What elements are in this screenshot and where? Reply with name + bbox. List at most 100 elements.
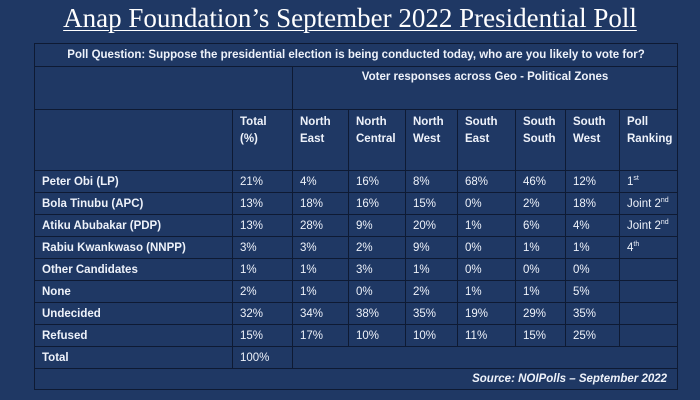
source-row: Source: NOIPolls – September 2022 <box>33 368 679 390</box>
poll-question-row: Poll Question: Suppose the presidential … <box>33 43 679 67</box>
row-label: Rabiu Kwankwaso (NNPP) <box>34 236 233 259</box>
row-label: Undecided <box>34 302 233 325</box>
table-row: Other Candidates 1% 1% 3% 1% 0% 0% 0% <box>34 258 679 281</box>
cell-north-east: 34% <box>292 302 349 325</box>
cell-north-west: 15% <box>405 192 458 215</box>
cell-south-east: 0% <box>457 192 516 215</box>
cell-south-south: 15% <box>515 324 566 347</box>
cell-north-west: 2% <box>405 280 458 303</box>
cell-north-east: 4% <box>292 170 349 193</box>
cell-south-west: 0% <box>565 258 620 281</box>
row-label: Atiku Abubakar (PDP) <box>34 214 233 237</box>
table-row: None 2% 1% 0% 2% 1% 1% 5% <box>34 280 679 303</box>
cell-north-west: 9% <box>405 236 458 259</box>
cell-north-west: 35% <box>405 302 458 325</box>
row-label: Other Candidates <box>34 258 233 281</box>
cell-north-west: 1% <box>405 258 458 281</box>
cell-north-east: 17% <box>292 324 349 347</box>
cell-south-south: 1% <box>515 236 566 259</box>
cell-ranking: 1st <box>618 170 679 193</box>
cell-south-west: 35% <box>565 302 620 325</box>
cell-north-central: 16% <box>348 170 406 193</box>
cell-south-west: 4% <box>565 214 620 237</box>
cell-south-south: 46% <box>515 170 566 193</box>
cell-north-central: 38% <box>348 302 406 325</box>
cell-south-west: 25% <box>565 324 620 347</box>
cell-total: 13% <box>232 214 293 237</box>
cell-total: 1% <box>232 258 293 281</box>
column-header-north-east: North East <box>292 109 349 171</box>
total-value: 100% <box>232 346 293 369</box>
row-label: None <box>34 280 233 303</box>
cell-total: 15% <box>232 324 293 347</box>
column-header-south-west: South West <box>565 109 620 171</box>
cell-total: 21% <box>232 170 293 193</box>
cell-north-west: 8% <box>405 170 458 193</box>
cell-ranking <box>618 258 679 281</box>
column-header-row: Total (%) North East North Central North Wes… <box>34 109 679 171</box>
cell-south-south: 29% <box>515 302 566 325</box>
row-label: Peter Obi (LP) <box>34 170 233 193</box>
table-row: Refused 15% 17% 10% 10% 11% 15% 25% <box>34 324 679 347</box>
source-note: Source: NOIPolls – September 2022 <box>33 368 679 390</box>
column-header-total: Total (%) <box>232 109 293 171</box>
cell-south-west: 1% <box>565 236 620 259</box>
column-header-north-west: North West <box>405 109 458 171</box>
column-header-poll-ranking: Poll Ranking <box>618 109 679 171</box>
poll-question: Poll Question: Suppose the presidential … <box>33 43 679 67</box>
cell-north-east: 1% <box>292 258 349 281</box>
cell-south-east: 11% <box>457 324 516 347</box>
table-row: Undecided 32% 34% 38% 35% 19% 29% 35% <box>34 302 679 325</box>
zones-header: Voter responses across Geo - Political Z… <box>291 66 679 110</box>
cell-north-east: 3% <box>292 236 349 259</box>
cell-south-west: 18% <box>565 192 620 215</box>
cell-north-east: 1% <box>292 280 349 303</box>
row-label: Refused <box>34 324 233 347</box>
cell-total: 2% <box>232 280 293 303</box>
cell-south-south: 0% <box>515 258 566 281</box>
cell-south-south: 6% <box>515 214 566 237</box>
cell-ranking: 4th <box>618 236 679 259</box>
cell-north-central: 16% <box>348 192 406 215</box>
cell-south-east: 19% <box>457 302 516 325</box>
cell-south-east: 1% <box>457 214 516 237</box>
cell-north-central: 2% <box>348 236 406 259</box>
cell-south-east: 0% <box>457 236 516 259</box>
total-blank-cell <box>291 346 679 369</box>
table-row: Atiku Abubakar (PDP) 13% 28% 9% 20% 1% 6… <box>34 214 679 237</box>
cell-ranking: Joint 2nd <box>618 192 679 215</box>
page-title: Anap Foundation’s September 2022 Preside… <box>63 3 637 33</box>
cell-ranking <box>618 302 679 325</box>
column-header-south-south: South South <box>515 109 566 171</box>
total-label: Total <box>34 346 233 369</box>
table-row: Rabiu Kwankwaso (NNPP) 3% 3% 2% 9% 0% 1%… <box>34 236 679 259</box>
cell-south-south: 2% <box>515 192 566 215</box>
cell-south-east: 1% <box>457 280 516 303</box>
cell-south-west: 5% <box>565 280 620 303</box>
table-row: Peter Obi (LP) 21% 4% 16% 8% 68% 46% 12%… <box>34 170 679 193</box>
cell-total: 3% <box>232 236 293 259</box>
column-header-north-central: North Central <box>348 109 406 171</box>
cell-north-east: 28% <box>292 214 349 237</box>
table-row: Bola Tinubu (APC) 13% 18% 16% 15% 0% 2% … <box>34 192 679 215</box>
cell-north-west: 10% <box>405 324 458 347</box>
cell-north-central: 9% <box>348 214 406 237</box>
column-header-south-east: South East <box>457 109 516 171</box>
cell-total: 13% <box>232 192 293 215</box>
blank-header-cell <box>34 66 293 110</box>
row-label: Bola Tinubu (APC) <box>34 192 233 215</box>
cell-ranking <box>618 280 679 303</box>
cell-ranking: Joint 2nd <box>618 214 679 237</box>
cell-south-east: 68% <box>457 170 516 193</box>
cell-north-central: 10% <box>348 324 406 347</box>
cell-north-central: 3% <box>348 258 406 281</box>
column-header-blank <box>34 109 233 171</box>
poll-table: Poll Question: Suppose the presidential … <box>33 43 679 390</box>
cell-north-west: 20% <box>405 214 458 237</box>
total-row: Total 100% <box>34 346 679 369</box>
cell-ranking <box>618 324 679 347</box>
zones-header-row: Voter responses across Geo - Political Z… <box>34 66 679 110</box>
cell-north-east: 18% <box>292 192 349 215</box>
cell-north-central: 0% <box>348 280 406 303</box>
cell-total: 32% <box>232 302 293 325</box>
